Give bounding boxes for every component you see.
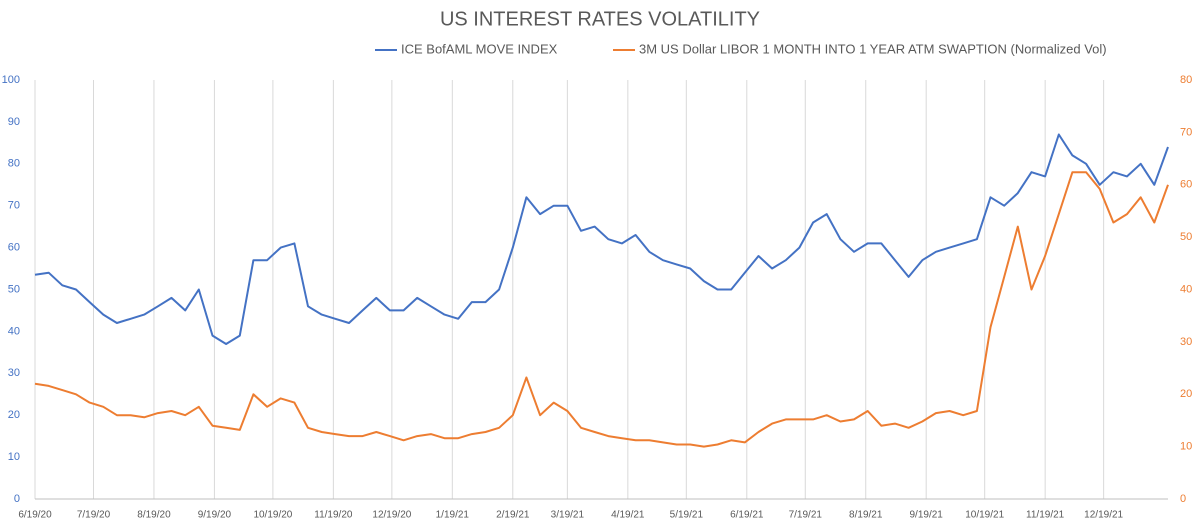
y2-tick-label: 40 (1180, 283, 1192, 295)
y-tick-label: 10 (8, 451, 20, 463)
y2-tick-label: 20 (1180, 388, 1192, 400)
y-tick-label: 20 (8, 409, 20, 421)
y-tick-label: 80 (8, 158, 20, 170)
y-tick-label: 40 (8, 325, 20, 337)
series-line (34, 171, 1169, 448)
x-tick-label: 9/19/21 (910, 510, 944, 521)
legend-label: ICE BofAML MOVE INDEX (401, 41, 558, 56)
x-tick-label: 10/19/20 (253, 510, 292, 521)
x-tick-label: 2/19/21 (496, 510, 530, 521)
y-tick-label: 0 (14, 493, 20, 505)
x-tick-label: 3/19/21 (551, 510, 585, 521)
y2-tick-label: 10 (1180, 441, 1192, 453)
x-tick-label: 8/19/20 (137, 510, 171, 521)
y-tick-label: 70 (8, 200, 20, 212)
x-tick-label: 11/19/21 (1026, 510, 1065, 521)
y-tick-label: 60 (8, 242, 20, 254)
x-tick-label: 1/19/21 (436, 510, 470, 521)
y2-tick-label: 70 (1180, 126, 1192, 138)
x-tick-label: 8/19/21 (849, 510, 883, 521)
y2-tick-label: 60 (1180, 179, 1192, 191)
x-tick-label: 4/19/21 (611, 510, 645, 521)
x-tick-label: 6/19/21 (730, 510, 764, 521)
series-line (34, 133, 1169, 345)
y-tick-label: 100 (2, 74, 20, 86)
chart-title: US INTEREST RATES VOLATILITY (440, 8, 760, 30)
x-tick-label: 12/19/20 (372, 510, 411, 521)
y-tick-label: 30 (8, 367, 20, 379)
x-tick-label: 7/19/21 (789, 510, 823, 521)
y2-tick-label: 50 (1180, 231, 1192, 243)
y2-tick-label: 0 (1180, 493, 1186, 505)
x-tick-label: 5/19/21 (670, 510, 704, 521)
x-tick-label: 11/19/20 (314, 510, 353, 521)
x-tick-label: 9/19/20 (198, 510, 232, 521)
y-tick-label: 50 (8, 283, 20, 295)
x-tick-label: 7/19/20 (77, 510, 111, 521)
y2-tick-label: 80 (1180, 74, 1192, 86)
x-tick-label: 6/19/20 (18, 510, 52, 521)
legend-label: 3M US Dollar LIBOR 1 MONTH INTO 1 YEAR A… (639, 41, 1107, 56)
x-tick-label: 12/19/21 (1084, 510, 1123, 521)
y2-tick-label: 30 (1180, 336, 1192, 348)
x-tick-label: 10/19/21 (965, 510, 1004, 521)
y-tick-label: 90 (8, 116, 20, 128)
